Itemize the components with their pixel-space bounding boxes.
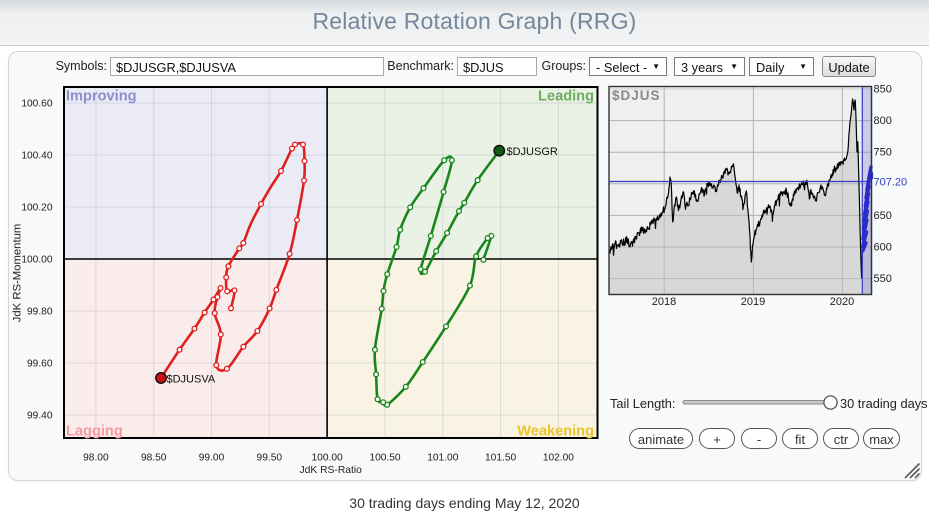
svg-text:800: 800 [874,115,892,127]
svg-text:99.40: 99.40 [27,411,53,422]
svg-text:600: 600 [874,242,892,254]
svg-text:$DJUS: $DJUS [612,88,661,103]
svg-text:JdK RS-Ratio: JdK RS-Ratio [300,465,363,476]
svg-text:101.00: 101.00 [427,453,458,464]
svg-text:2018: 2018 [652,296,676,308]
svg-text:99.80: 99.80 [27,307,53,318]
svg-text:Leading: Leading [538,89,594,105]
svg-text:98.00: 98.00 [83,453,109,464]
svg-text:650: 650 [874,210,892,222]
svg-text:100.40: 100.40 [21,151,52,162]
svg-text:Weakening: Weakening [517,424,594,440]
svg-text:$DJUSVA: $DJUSVA [167,374,216,386]
svg-text:100.00: 100.00 [312,453,343,464]
svg-text:Improving: Improving [66,89,137,105]
svg-text:850: 850 [874,84,892,96]
svg-text:750: 750 [874,147,892,159]
svg-text:Lagging: Lagging [66,424,123,440]
svg-text:2020: 2020 [830,296,854,308]
svg-text:100.60: 100.60 [21,99,52,110]
svg-text:100.50: 100.50 [369,453,400,464]
svg-text:550: 550 [874,273,892,285]
svg-text:99.50: 99.50 [257,453,283,464]
svg-text:99.00: 99.00 [199,453,225,464]
svg-text:98.50: 98.50 [141,453,167,464]
svg-text:707.20: 707.20 [874,177,908,189]
svg-text:101.50: 101.50 [485,453,516,464]
svg-text:100.00: 100.00 [21,255,52,266]
svg-text:$DJUSGR: $DJUSGR [507,146,558,158]
svg-text:102.00: 102.00 [543,453,574,464]
svg-text:100.20: 100.20 [21,203,52,214]
svg-text:JdK RS-Momentum: JdK RS-Momentum [12,224,24,323]
svg-text:2019: 2019 [741,296,765,308]
svg-text:99.60: 99.60 [27,359,53,370]
